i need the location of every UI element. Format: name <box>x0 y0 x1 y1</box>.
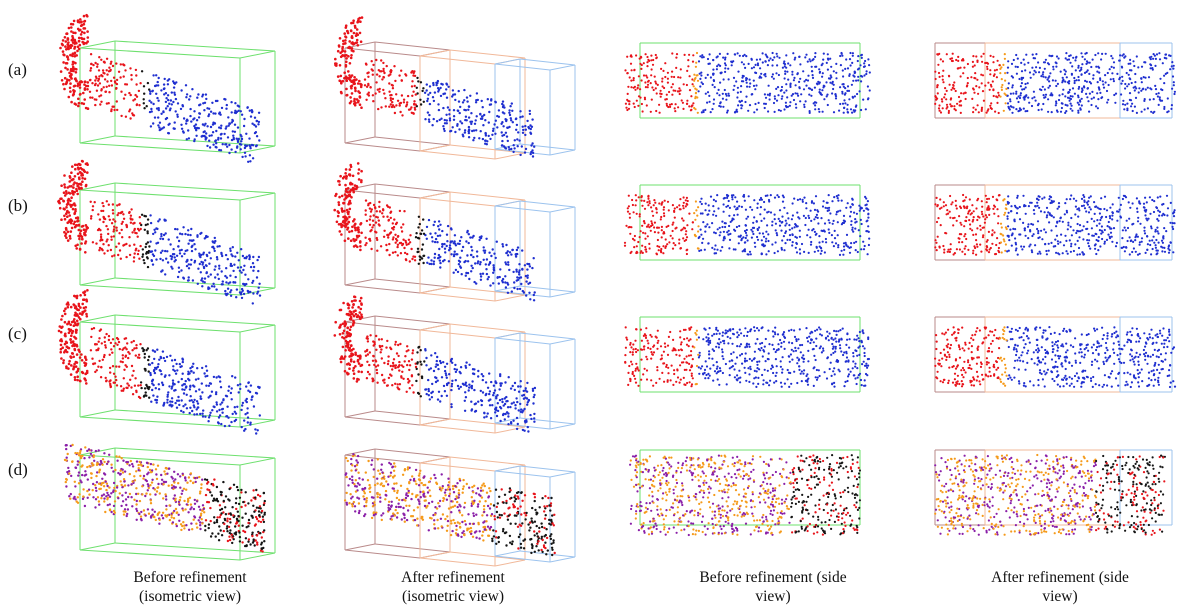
caption-after-side: After refinement (side view) <box>991 569 1129 605</box>
caption-before-side: Before refinement (side view) <box>699 569 847 605</box>
point-cloud-grid <box>57 13 1177 567</box>
plot-r3-after-side <box>934 449 1173 536</box>
plot-r1-after-iso <box>333 162 576 302</box>
plot-r3-before-iso <box>63 443 276 561</box>
plot-r1-before-iso <box>57 159 276 305</box>
plot-r1-after-side <box>934 184 1176 261</box>
caption-before-isometric: Before refinement (isometric view) <box>133 569 247 605</box>
plot-r3-before-side <box>629 449 862 537</box>
plot-r2-before-iso <box>57 289 276 435</box>
caption-after-isometric: After refinement (isometric view) <box>401 569 505 605</box>
row-label-d: (d) <box>8 460 28 479</box>
row-label-b: (b) <box>8 196 28 215</box>
plot-r2-after-iso <box>333 295 576 434</box>
plot-r0-before-iso <box>59 13 276 163</box>
row-label-a: (a) <box>8 60 27 79</box>
plot-r2-before-side <box>624 316 871 393</box>
plot-r3-after-iso <box>343 448 576 567</box>
plot-r1-before-side <box>623 184 871 261</box>
plot-r0-before-side <box>624 42 871 119</box>
plot-r0-after-side <box>934 42 1176 119</box>
plot-r2-after-side <box>934 316 1177 393</box>
plot-r0-after-iso <box>334 16 576 160</box>
row-label-c: (c) <box>8 324 27 343</box>
